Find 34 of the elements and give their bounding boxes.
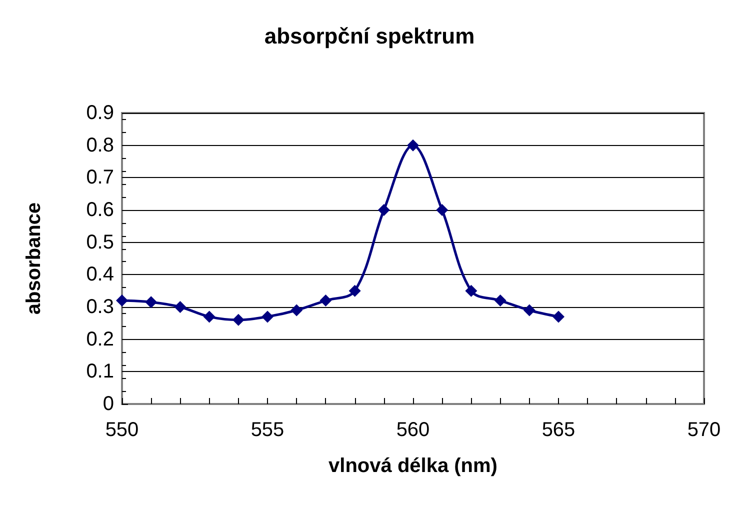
point (552, 310, 564, 323)
point (494, 294, 506, 307)
point (378, 204, 390, 216)
x-axis-title: vlnová délka (nm) (328, 455, 498, 477)
x-tick-label: 570 (687, 419, 721, 441)
point (465, 284, 478, 297)
y-axis-title: absorbance (23, 202, 45, 315)
chart-title: absorpční spektrum (264, 24, 475, 48)
y-tick-label: 0.6 (86, 199, 114, 221)
point (320, 294, 332, 307)
point (407, 139, 419, 152)
x-tick-label: 560 (396, 419, 430, 441)
y-tick-label: 0.7 (86, 166, 114, 189)
point (174, 301, 186, 313)
y-tick-label: 0 (102, 393, 114, 415)
point (203, 310, 216, 323)
point (436, 204, 448, 216)
point (145, 296, 158, 308)
point (290, 304, 303, 316)
y-tick-label: 0.8 (86, 134, 114, 156)
y-tick-label: 0.5 (86, 231, 114, 254)
y-tick-label: 0.2 (86, 328, 114, 350)
x-tick-label: 555 (250, 419, 284, 441)
y-tick-label: 0.9 (86, 102, 114, 124)
y-tick-label: 0.4 (86, 264, 114, 286)
point (348, 284, 361, 297)
x-tick-label: 550 (105, 419, 139, 441)
point (262, 310, 274, 323)
y-tick-label: 0.1 (86, 360, 114, 383)
point (523, 304, 536, 316)
point (116, 294, 128, 307)
point (232, 314, 244, 326)
x-tick-label: 565 (542, 419, 576, 441)
y-tick-label: 0.3 (86, 296, 114, 318)
